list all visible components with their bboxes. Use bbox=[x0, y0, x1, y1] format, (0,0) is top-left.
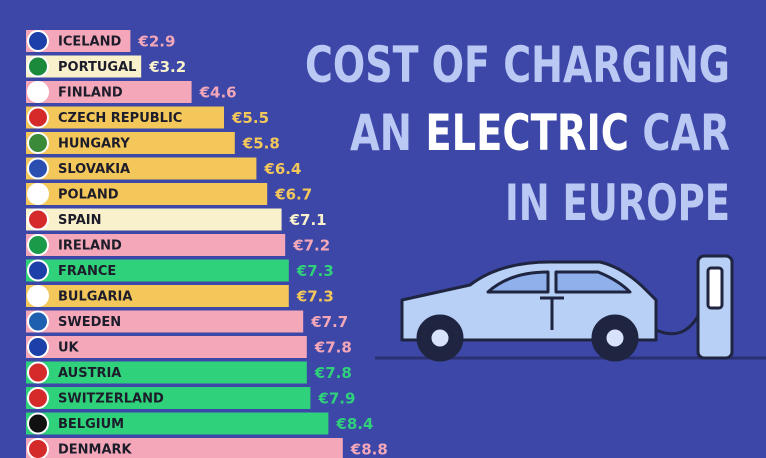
car-illustration bbox=[375, 254, 766, 362]
value-label: €4.6 bbox=[199, 84, 237, 102]
bar bbox=[26, 234, 286, 256]
value-label: €8.8 bbox=[350, 441, 388, 458]
title-part: COST OF CHARGING bbox=[305, 36, 730, 94]
bar bbox=[26, 438, 343, 458]
flag bbox=[27, 336, 49, 358]
value-label: €6.7 bbox=[274, 186, 312, 204]
category-label: SWITZERLAND bbox=[58, 392, 164, 407]
value-label: €7.8 bbox=[314, 339, 352, 357]
value-label: €7.1 bbox=[289, 211, 327, 229]
flag bbox=[27, 361, 49, 384]
flag bbox=[27, 310, 49, 333]
title-highlight: ELECTRIC bbox=[425, 104, 629, 162]
flag bbox=[27, 412, 49, 435]
title-line: COST OF CHARGING bbox=[305, 36, 730, 94]
value-label: €7.3 bbox=[296, 262, 334, 280]
value-label: €5.5 bbox=[231, 109, 269, 127]
flag bbox=[27, 285, 49, 307]
bar bbox=[26, 310, 304, 333]
bar bbox=[26, 157, 257, 180]
category-label: SLOVAKIA bbox=[58, 162, 130, 177]
title-line: IN EUROPE bbox=[505, 174, 730, 232]
title-line: AN ELECTRIC CAR bbox=[350, 104, 730, 162]
bar bbox=[26, 387, 311, 409]
flag bbox=[27, 157, 49, 180]
flag bbox=[27, 438, 49, 458]
value-label: €7.8 bbox=[314, 364, 352, 382]
flag bbox=[27, 183, 49, 205]
bar bbox=[26, 183, 268, 205]
value-label: €7.7 bbox=[310, 313, 348, 331]
category-label: BELGIUM bbox=[58, 417, 124, 432]
bar bbox=[26, 361, 307, 384]
value-label: €6.4 bbox=[263, 160, 301, 178]
title-part: IN EUROPE bbox=[505, 174, 730, 232]
category-label: POLAND bbox=[58, 188, 119, 203]
bar bbox=[26, 132, 235, 154]
category-label: BULGARIA bbox=[58, 290, 132, 305]
flag bbox=[27, 106, 49, 129]
value-label: €3.2 bbox=[148, 58, 186, 76]
bar bbox=[26, 81, 192, 103]
value-label: €7.9 bbox=[317, 390, 355, 408]
category-label: DENMARK bbox=[58, 443, 133, 458]
category-label: FINLAND bbox=[58, 86, 123, 101]
value-label: €7.3 bbox=[296, 288, 334, 306]
flag bbox=[27, 55, 49, 78]
category-label: UK bbox=[58, 341, 80, 356]
category-label: ICELAND bbox=[58, 35, 121, 50]
flag bbox=[27, 259, 49, 282]
title-part: CAR bbox=[642, 104, 730, 162]
bar bbox=[26, 55, 142, 78]
value-label: €5.8 bbox=[242, 135, 280, 153]
value-label: €8.4 bbox=[335, 415, 373, 433]
bar bbox=[26, 412, 329, 435]
category-label: CZECH REPUBLIC bbox=[58, 111, 182, 126]
bar bbox=[26, 208, 282, 231]
bar bbox=[26, 259, 289, 282]
flag bbox=[27, 30, 49, 52]
value-label: €2.9 bbox=[137, 33, 175, 51]
flag bbox=[27, 81, 49, 103]
category-label: AUSTRIA bbox=[58, 366, 121, 381]
flag bbox=[27, 132, 49, 154]
category-label: SPAIN bbox=[58, 213, 101, 228]
value-label: €7.2 bbox=[292, 237, 330, 255]
bar bbox=[26, 285, 289, 307]
bar bbox=[26, 106, 224, 129]
category-label: PORTUGAL bbox=[58, 60, 136, 75]
bar bbox=[26, 30, 131, 52]
bar bbox=[26, 336, 307, 358]
title-part: AN bbox=[350, 104, 412, 162]
category-label: IRELAND bbox=[58, 239, 122, 254]
category-label: SWEDEN bbox=[58, 315, 121, 330]
flag bbox=[27, 387, 49, 409]
flag bbox=[27, 234, 49, 256]
category-label: FRANCE bbox=[58, 264, 116, 279]
flag bbox=[27, 208, 49, 231]
category-label: HUNGARY bbox=[58, 137, 130, 152]
